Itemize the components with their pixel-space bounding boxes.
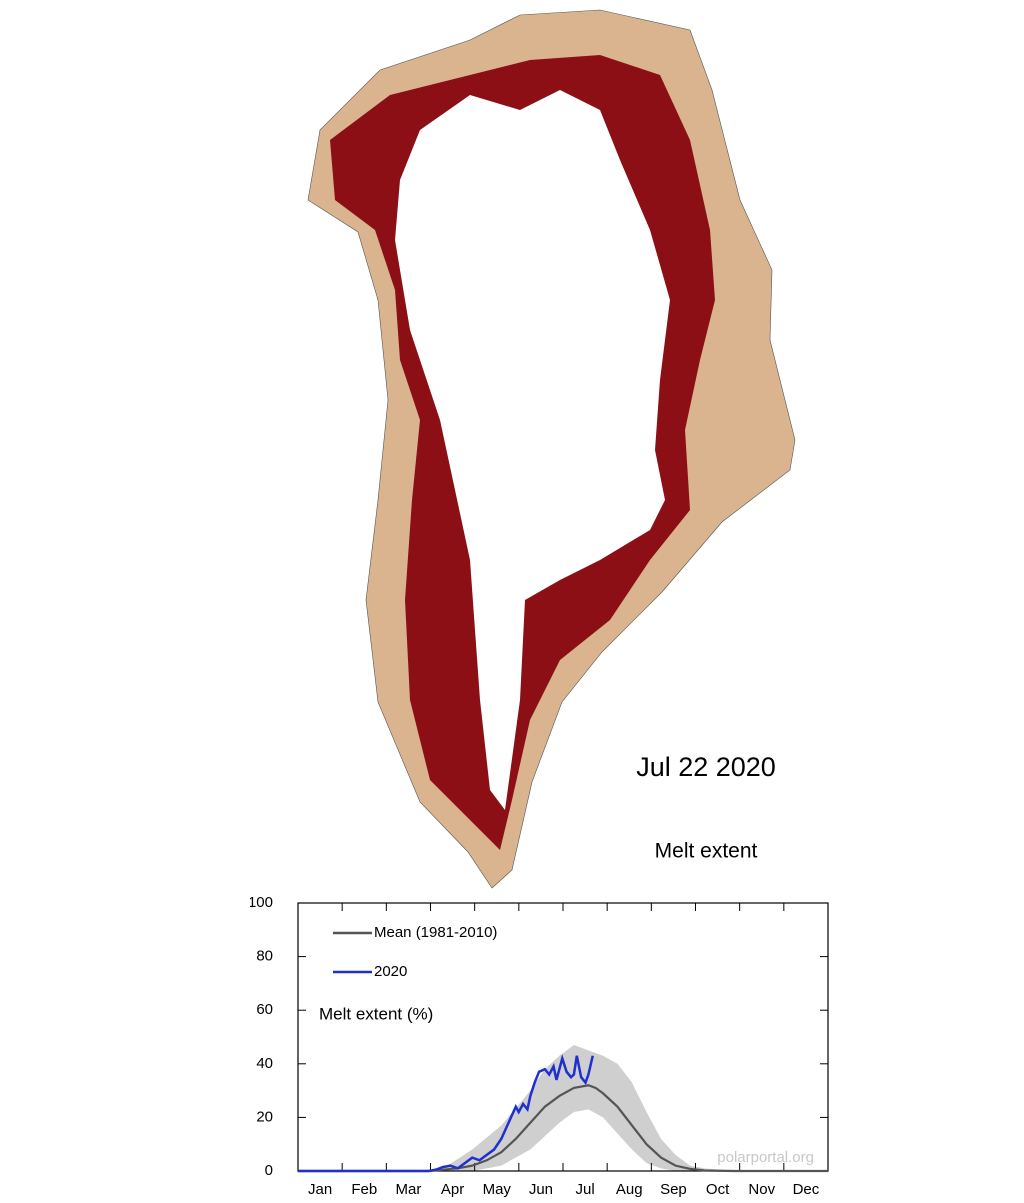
x-tick-label: Sep (660, 1181, 687, 1198)
y-axis-label: Melt extent (%) (319, 1004, 433, 1023)
range-band (428, 1045, 734, 1171)
y-tick-label: 40 (256, 1055, 273, 1072)
chart-title: Melt extent (655, 840, 758, 863)
legend-label: Mean (1981-2010) (374, 924, 497, 941)
series-line (298, 1054, 594, 1173)
y-tick-label: 80 (256, 948, 273, 965)
ice-sheet-no-melt (395, 90, 670, 810)
x-tick-label: Apr (441, 1181, 464, 1198)
x-tick-label: May (483, 1181, 512, 1198)
y-tick-labels: 0 20 40 60 80 100 (248, 894, 273, 1179)
x-tick-label: Nov (748, 1181, 775, 1198)
y-tick-label: 20 (256, 1108, 273, 1125)
y-tick-label: 0 (265, 1162, 273, 1179)
greenland-map: Jul 22 2020 (307, 9, 796, 889)
x-tick-label: Dec (793, 1181, 820, 1198)
melt-chart: 0 20 40 60 80 100 Jan Feb Mar Apr May Jun Jul Aug Sep O… (248, 894, 829, 1198)
x-tick-label: Mar (395, 1181, 421, 1198)
x-tick-label: Jun (529, 1181, 553, 1198)
x-tick-label: Oct (706, 1181, 730, 1198)
x-tick-label: Feb (351, 1181, 377, 1198)
y-tick-label: 60 (256, 1001, 273, 1018)
y-tick-label: 100 (248, 894, 273, 911)
series-line (298, 1084, 828, 1173)
map-date: Jul 22 2020 (636, 752, 776, 782)
x-tick-label: Jan (308, 1181, 332, 1198)
watermark: polarportal.org (717, 1149, 814, 1166)
x-tick-label: Jul (575, 1181, 594, 1198)
legend-label: 2020 (374, 963, 407, 980)
plot-frame (297, 902, 829, 1172)
x-tick-label: Aug (616, 1181, 643, 1198)
